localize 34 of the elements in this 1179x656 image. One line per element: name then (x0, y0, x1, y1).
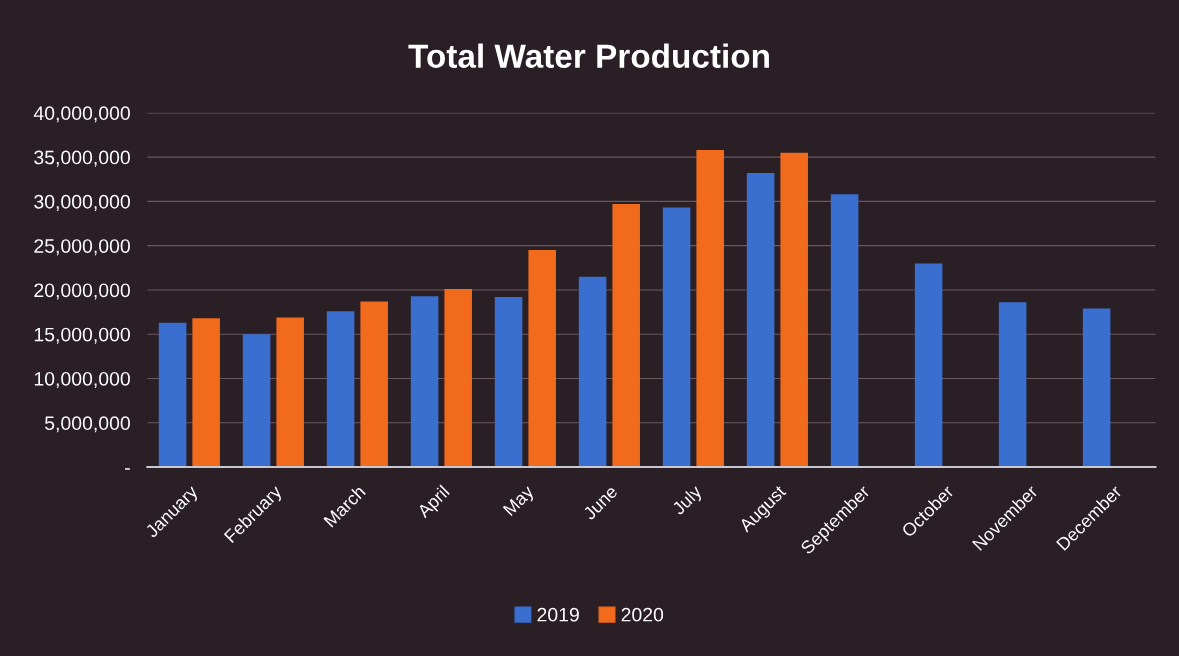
bar (696, 150, 724, 468)
x-tick-label: May (502, 484, 538, 519)
y-tick-label: 10,000,000 (34, 371, 130, 389)
legend-label: 2020 (621, 607, 664, 622)
bar (410, 296, 439, 468)
bar (242, 334, 271, 468)
legend-label: 2019 (537, 607, 579, 622)
y-tick-label: 35,000,000 (34, 150, 130, 167)
bar (326, 311, 355, 468)
x-tick-label: July (670, 483, 706, 519)
y-tick-label: 20,000,000 (34, 283, 130, 300)
bar (158, 322, 187, 468)
bar (276, 317, 304, 468)
chart-title: Total Water Production (408, 43, 769, 68)
bar (662, 207, 691, 468)
bar (528, 250, 556, 468)
bar (578, 276, 607, 468)
bar (914, 263, 943, 468)
bar (494, 297, 523, 468)
y-tick-label: 15,000,000 (34, 327, 130, 344)
y-tick-label: 25,000,000 (34, 239, 130, 256)
bar (1082, 308, 1111, 468)
bar (192, 318, 220, 468)
bar (444, 289, 472, 468)
bar (746, 173, 775, 468)
y-tick-label: 30,000,000 (34, 194, 130, 211)
y-tick-label: 40,000,000 (33, 106, 130, 123)
bar (360, 301, 388, 468)
bar (780, 152, 808, 468)
y-tick-label: - (125, 468, 130, 470)
bar (998, 302, 1027, 468)
bar (612, 204, 640, 468)
bar (830, 194, 859, 468)
y-tick-label: 5,000,000 (44, 416, 130, 433)
